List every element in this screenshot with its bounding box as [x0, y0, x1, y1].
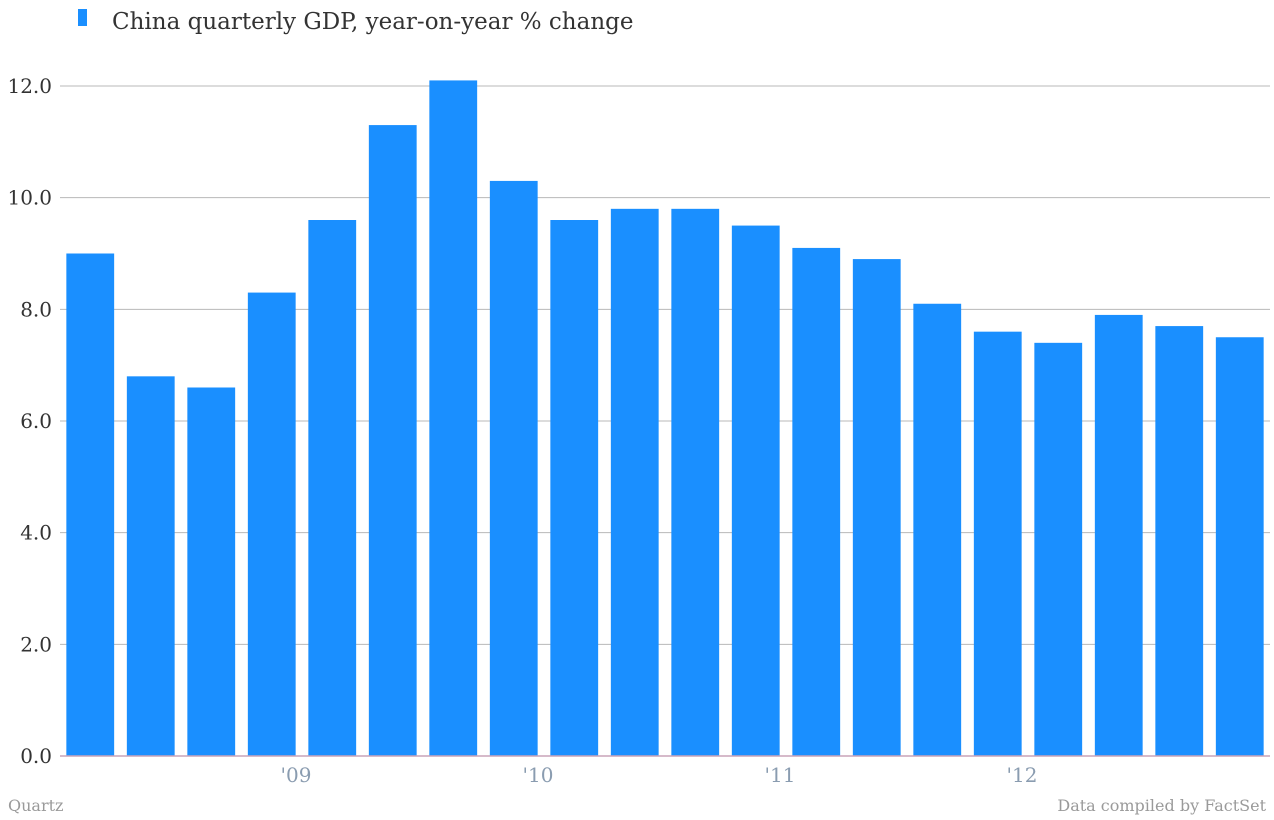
- y-tick-label: 6.0: [20, 409, 52, 433]
- bars: [66, 80, 1264, 757]
- legend-label: China quarterly GDP, year-on-year % chan…: [112, 9, 633, 35]
- bar: [550, 220, 599, 756]
- bar: [126, 376, 175, 756]
- bar: [489, 180, 538, 757]
- x-tick-label: '10: [522, 763, 553, 787]
- bar: [247, 292, 296, 756]
- x-tick-label: '09: [280, 763, 311, 787]
- bar: [66, 253, 115, 756]
- y-tick-label: 12.0: [7, 74, 52, 98]
- bar: [1034, 342, 1083, 756]
- y-tick-label: 0.0: [20, 744, 52, 768]
- bar: [1155, 326, 1204, 756]
- bar: [1215, 337, 1264, 756]
- bar: [973, 331, 1022, 756]
- y-axis-ticks: 0.0 2.0 4.0 6.0 8.0 10.0 12.0: [7, 74, 52, 768]
- bar: [1094, 314, 1143, 756]
- y-tick-label: 8.0: [20, 297, 52, 321]
- x-tick-label: '12: [1006, 763, 1037, 787]
- bar: [610, 208, 659, 756]
- bar: [913, 303, 962, 756]
- bar: [308, 220, 357, 756]
- y-tick-label: 10.0: [7, 186, 52, 210]
- legend-swatch: [78, 9, 87, 26]
- x-axis-ticks: '09 '10 '11 '12: [280, 763, 1037, 787]
- bar: [368, 125, 417, 756]
- bar: [671, 208, 720, 756]
- legend: China quarterly GDP, year-on-year % chan…: [78, 9, 633, 35]
- source-left: Quartz: [8, 796, 63, 815]
- gridlines: [60, 85, 1270, 645]
- y-tick-label: 4.0: [20, 521, 52, 545]
- bar: [731, 225, 780, 756]
- bar: [429, 80, 478, 757]
- bar: [852, 259, 901, 756]
- bar: [187, 387, 236, 756]
- source-right: Data compiled by FactSet: [1057, 796, 1266, 815]
- bar: [792, 247, 841, 757]
- x-tick-label: '11: [764, 763, 795, 787]
- y-tick-label: 2.0: [20, 632, 52, 656]
